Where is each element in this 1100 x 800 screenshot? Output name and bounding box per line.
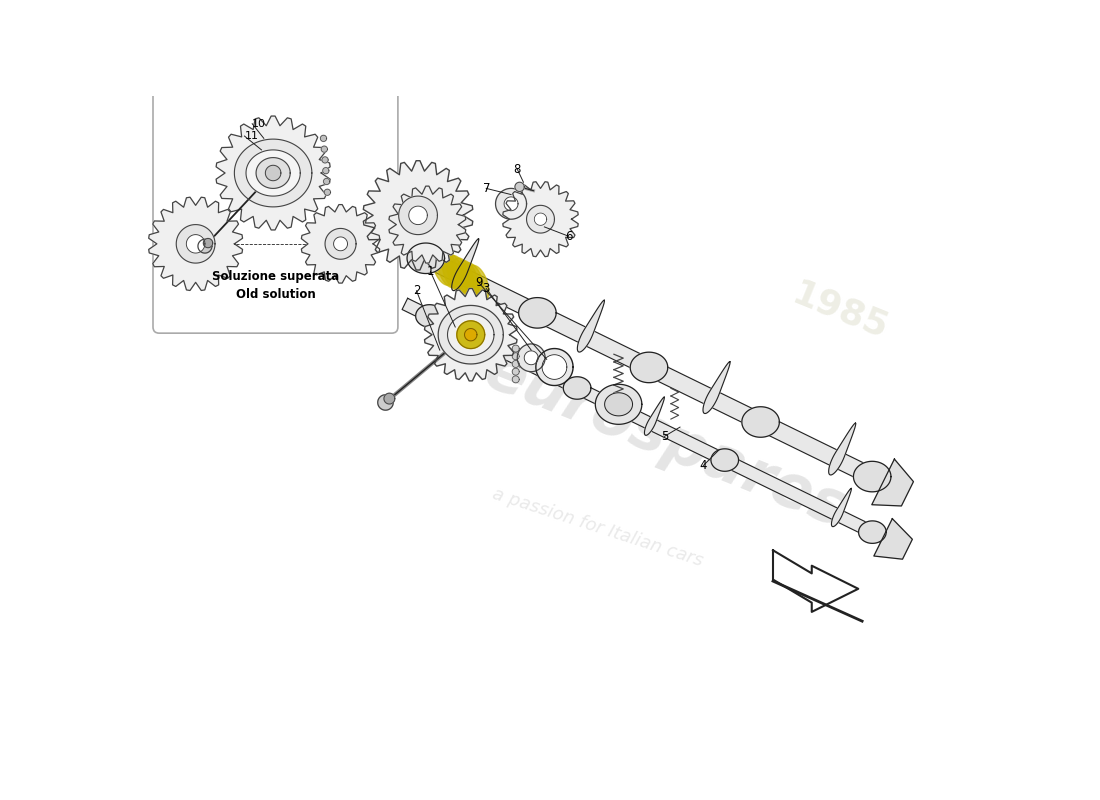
Polygon shape (873, 518, 912, 559)
Polygon shape (447, 255, 469, 293)
Text: 8: 8 (514, 162, 521, 176)
Polygon shape (703, 362, 730, 414)
Polygon shape (464, 329, 477, 341)
Polygon shape (630, 352, 668, 382)
Polygon shape (517, 344, 546, 372)
Polygon shape (515, 182, 525, 191)
Polygon shape (711, 449, 738, 471)
Text: 7: 7 (483, 182, 490, 195)
Polygon shape (320, 135, 327, 142)
Polygon shape (452, 258, 474, 295)
Polygon shape (458, 261, 478, 298)
Polygon shape (333, 237, 348, 250)
Text: a passion for Italian cars: a passion for Italian cars (491, 485, 705, 570)
Polygon shape (496, 189, 527, 219)
Polygon shape (504, 197, 518, 210)
Polygon shape (409, 206, 427, 225)
Text: Soluzione superata: Soluzione superata (212, 270, 339, 283)
Polygon shape (452, 238, 478, 290)
Polygon shape (535, 213, 547, 226)
Polygon shape (256, 158, 290, 188)
Polygon shape (503, 182, 579, 257)
Polygon shape (389, 186, 465, 263)
Polygon shape (458, 306, 477, 344)
Polygon shape (513, 368, 519, 375)
Polygon shape (859, 521, 887, 543)
Polygon shape (321, 146, 328, 152)
Polygon shape (513, 376, 519, 383)
Polygon shape (384, 394, 395, 404)
Polygon shape (363, 161, 473, 270)
Polygon shape (645, 397, 664, 435)
Polygon shape (513, 353, 519, 360)
Polygon shape (148, 198, 243, 290)
Polygon shape (442, 253, 464, 290)
Polygon shape (448, 314, 494, 355)
Text: 3: 3 (483, 282, 490, 295)
Text: 11: 11 (244, 131, 258, 141)
Polygon shape (322, 168, 329, 174)
Text: 4: 4 (700, 459, 707, 472)
Polygon shape (234, 139, 312, 207)
Polygon shape (872, 459, 913, 506)
Polygon shape (425, 289, 517, 381)
Polygon shape (578, 300, 605, 352)
Polygon shape (265, 166, 280, 181)
Text: 9: 9 (475, 276, 482, 289)
Polygon shape (377, 394, 394, 410)
Polygon shape (204, 238, 212, 248)
Polygon shape (397, 238, 901, 496)
Polygon shape (324, 189, 330, 195)
Polygon shape (595, 384, 641, 424)
Polygon shape (438, 306, 504, 364)
FancyBboxPatch shape (153, 0, 398, 333)
Polygon shape (198, 239, 212, 253)
Polygon shape (437, 250, 459, 288)
Polygon shape (828, 423, 856, 475)
Polygon shape (527, 206, 554, 233)
Text: 1: 1 (427, 265, 434, 278)
Polygon shape (741, 406, 780, 438)
Text: 5: 5 (661, 430, 668, 443)
Text: Old solution: Old solution (235, 288, 316, 301)
Polygon shape (186, 234, 205, 253)
Polygon shape (216, 116, 330, 230)
Polygon shape (468, 266, 488, 302)
Polygon shape (854, 462, 891, 492)
Polygon shape (563, 377, 591, 399)
Polygon shape (176, 225, 214, 263)
Polygon shape (246, 150, 300, 196)
Text: eurospares: eurospares (476, 342, 856, 541)
Polygon shape (322, 157, 328, 163)
Polygon shape (456, 321, 485, 349)
Polygon shape (323, 178, 330, 185)
Polygon shape (326, 229, 356, 259)
Text: 2: 2 (412, 284, 420, 298)
Polygon shape (832, 489, 851, 526)
Polygon shape (403, 298, 900, 550)
Polygon shape (605, 393, 632, 416)
Polygon shape (513, 345, 519, 352)
Polygon shape (525, 351, 538, 365)
Polygon shape (536, 349, 573, 386)
Polygon shape (416, 305, 443, 327)
Polygon shape (519, 298, 557, 328)
Polygon shape (773, 550, 858, 612)
Text: 6: 6 (564, 230, 572, 242)
Polygon shape (542, 354, 566, 379)
Polygon shape (432, 248, 454, 286)
Polygon shape (301, 205, 380, 283)
Text: 10: 10 (252, 118, 266, 129)
Text: 1985: 1985 (788, 277, 894, 346)
Polygon shape (407, 243, 444, 274)
Polygon shape (513, 361, 519, 367)
Polygon shape (462, 263, 484, 300)
Polygon shape (398, 196, 438, 234)
